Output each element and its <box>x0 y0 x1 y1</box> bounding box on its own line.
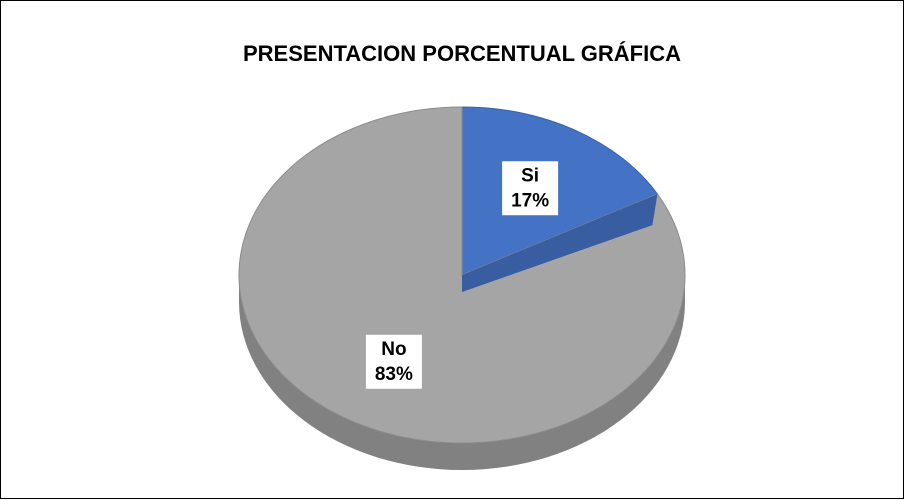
label-box <box>502 161 559 216</box>
slice-cut-face <box>462 194 658 292</box>
value-label: 83% <box>375 364 413 385</box>
value-label: 17% <box>511 190 549 211</box>
pie-side <box>239 275 685 470</box>
category-label: Si <box>521 165 539 186</box>
chart-title: PRESENTACION PORCENTUAL GRÁFICA <box>243 41 681 66</box>
category-label: No <box>381 339 406 360</box>
pie-slice <box>461 106 659 276</box>
label-box <box>365 334 422 389</box>
pie-slice <box>238 106 686 444</box>
